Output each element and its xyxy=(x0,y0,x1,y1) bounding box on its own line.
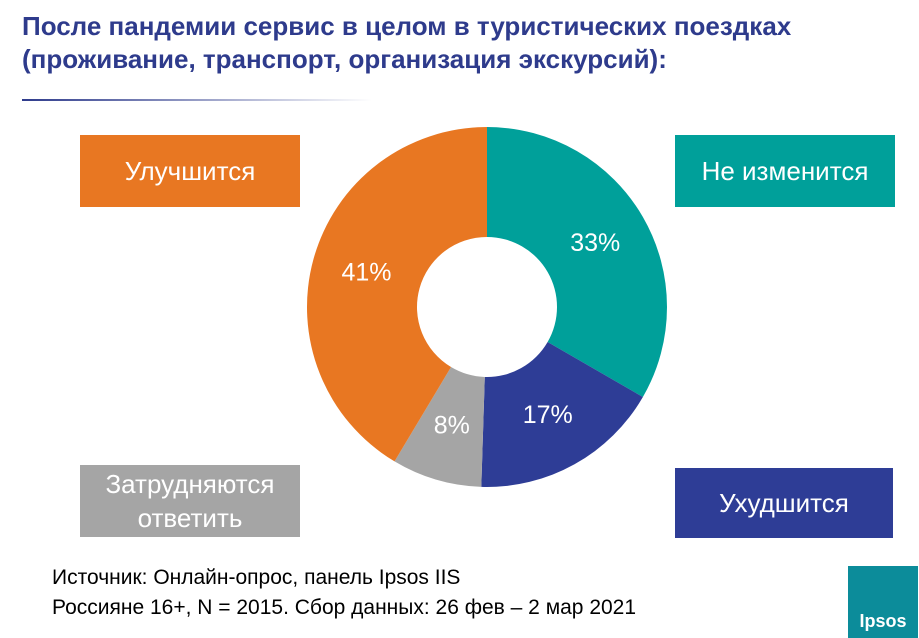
data-label: 33% xyxy=(570,229,620,257)
legend-box: Не изменится xyxy=(675,135,895,207)
pie-slice xyxy=(394,367,485,487)
title-rule xyxy=(22,99,372,101)
legend-box: Затрудняются ответить xyxy=(80,465,300,537)
logo: Ipsos xyxy=(848,566,918,638)
source-line: Источник: Онлайн-опрос, панель Ipsos IIS xyxy=(52,566,461,589)
pie-slice xyxy=(481,342,643,487)
title: После пандемии сервис в целом в туристич… xyxy=(22,11,792,74)
source-line: Россияне 16+, N = 2015. Сбор данных: 26 … xyxy=(52,596,637,619)
legend-box: Улучшится xyxy=(80,135,300,207)
legend-box: Ухудшится xyxy=(675,468,893,538)
pie-slice xyxy=(487,127,668,397)
pie-slice xyxy=(306,127,487,462)
data-label: 8% xyxy=(434,412,470,440)
data-label: 17% xyxy=(523,401,573,429)
data-label: 41% xyxy=(341,258,391,286)
